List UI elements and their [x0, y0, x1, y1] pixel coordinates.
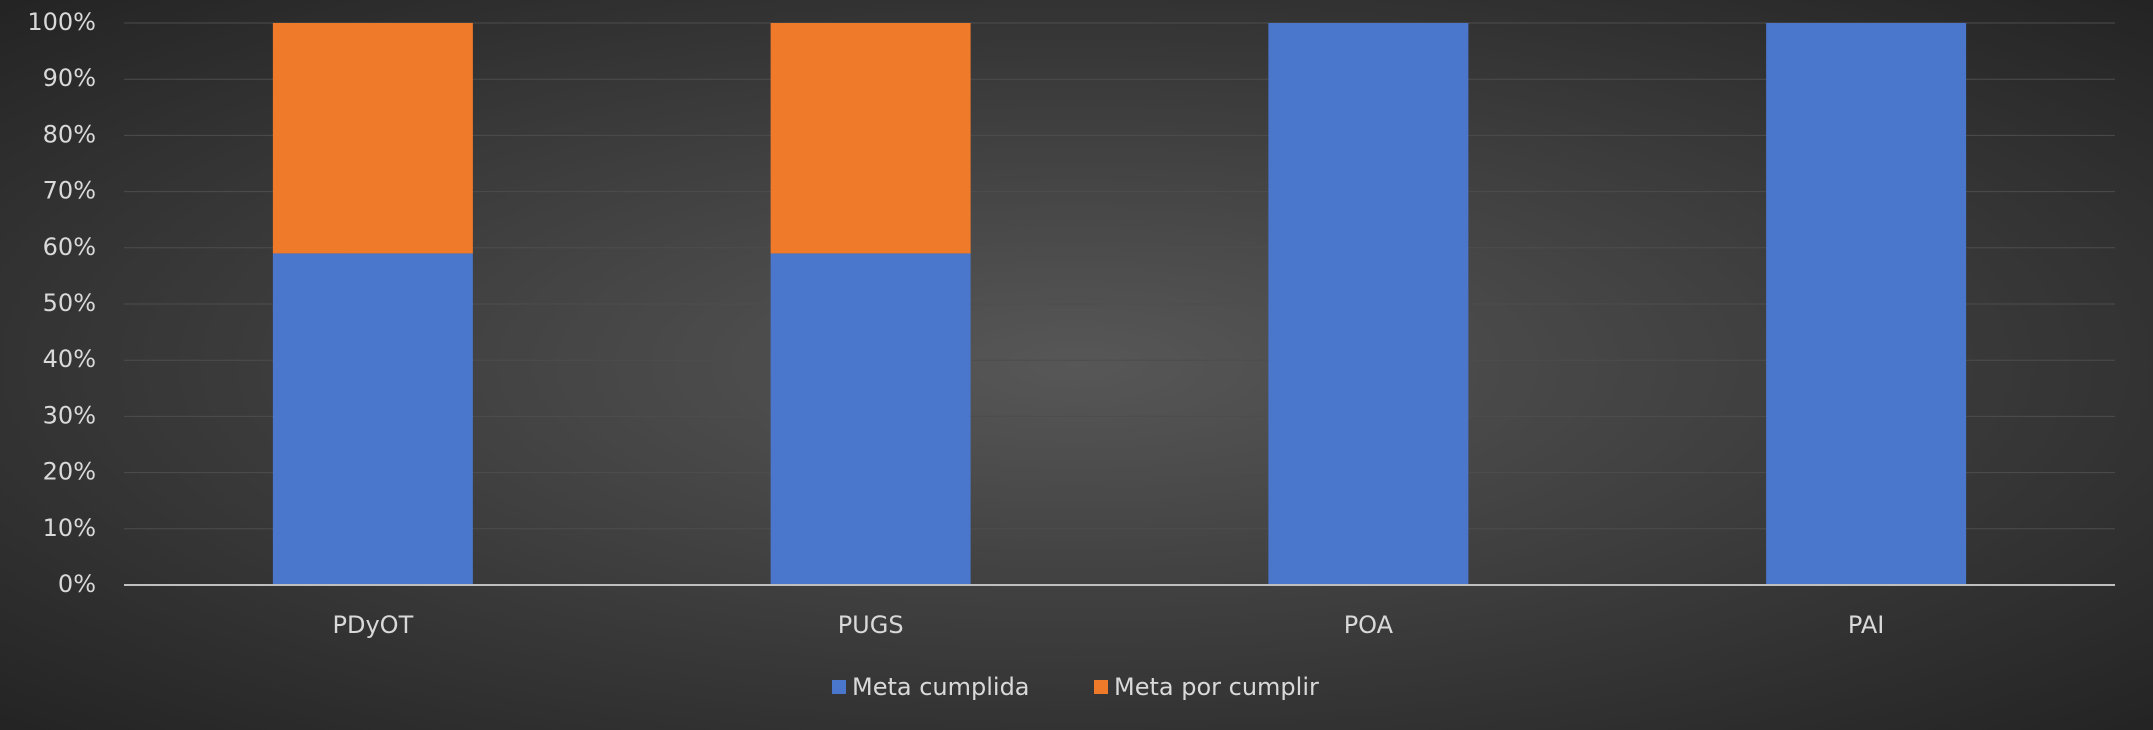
- y-tick-label: 50%: [43, 289, 96, 317]
- y-tick-label: 20%: [43, 458, 96, 486]
- x-tick-label: PUGS: [838, 611, 904, 639]
- y-tick-label: 100%: [27, 8, 96, 36]
- bar-segment: [272, 23, 473, 254]
- y-tick-label: 30%: [43, 401, 96, 429]
- legend-label: Meta por cumplir: [1114, 673, 1319, 701]
- x-tick-label: PDyOT: [333, 611, 414, 639]
- bar-segment: [770, 253, 971, 586]
- y-tick-label: 10%: [43, 514, 96, 542]
- legend-swatch: [832, 680, 846, 694]
- y-tick-label: 70%: [43, 177, 96, 205]
- y-tick-label: 60%: [43, 233, 96, 261]
- bar-segment: [1766, 23, 1967, 585]
- y-tick-label: 80%: [43, 120, 96, 148]
- y-tick-label: 40%: [43, 345, 96, 373]
- y-tick-label: 0%: [58, 570, 96, 598]
- x-tick-label: PAI: [1848, 611, 1884, 639]
- bar-segment: [770, 23, 971, 254]
- y-tick-label: 90%: [43, 64, 96, 92]
- legend-label: Meta cumplida: [852, 673, 1030, 701]
- legend-swatch: [1094, 680, 1108, 694]
- bar-segment: [272, 253, 473, 586]
- bar-segment: [1268, 23, 1469, 585]
- x-tick-label: POA: [1344, 611, 1394, 639]
